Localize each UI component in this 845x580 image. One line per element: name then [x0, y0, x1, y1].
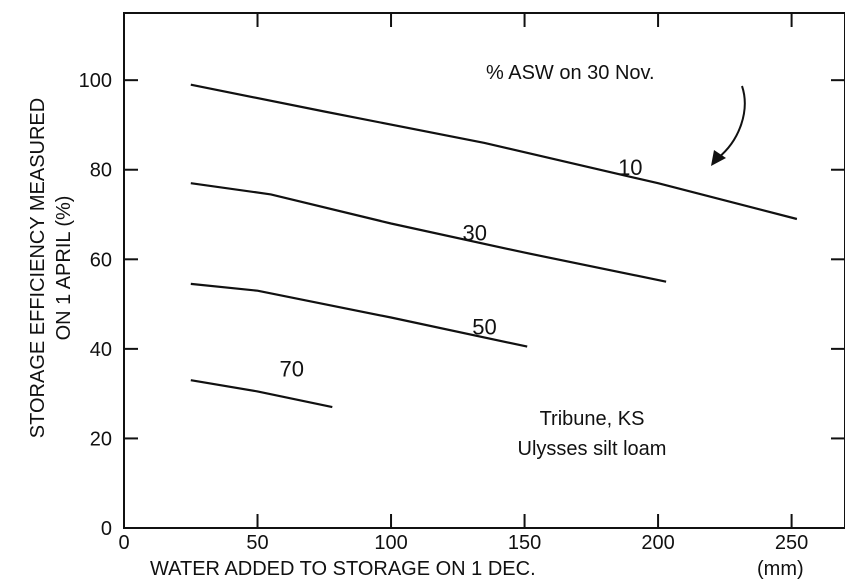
legend-arrowhead — [711, 150, 726, 166]
y-tick-label: 0 — [101, 518, 112, 540]
series-label-30: 30 — [463, 221, 487, 246]
series-lines: 10 30 50 70 — [190, 83, 798, 409]
axis-ticks: 0 50 100 150 200 250 0 20 40 60 80 100 — [79, 13, 845, 554]
series-line-50 — [190, 282, 528, 348]
annotation-location: Tribune, KS — [540, 408, 645, 430]
y-tick-label: 40 — [90, 339, 112, 361]
x-tick-label: 0 — [118, 532, 129, 554]
series-label-10: 10 — [618, 155, 642, 180]
x-tick-label: 250 — [775, 532, 808, 554]
series-line-10 — [190, 83, 798, 221]
y-axis-label-line1: STORAGE EFFICIENCY MEASURED — [27, 98, 49, 438]
y-tick-label: 60 — [90, 249, 112, 271]
x-tick-label: 50 — [246, 532, 268, 554]
plot-frame — [123, 12, 845, 529]
x-tick-label: 100 — [374, 532, 407, 554]
y-axis-label-line2: ON 1 APRIL (%) — [53, 196, 75, 341]
y-tick-label: 100 — [79, 70, 112, 92]
x-axis-unit: (mm) — [757, 558, 804, 580]
x-tick-label: 200 — [641, 532, 674, 554]
x-axis-label: WATER ADDED TO STORAGE ON 1 DEC. — [150, 558, 536, 580]
x-tick-label: 150 — [508, 532, 541, 554]
y-tick-label: 80 — [90, 160, 112, 182]
series-label-50: 50 — [472, 315, 496, 340]
legend-title: % ASW on 30 Nov. — [486, 62, 655, 84]
legend-arrow — [717, 85, 746, 159]
y-tick-label: 20 — [90, 428, 112, 450]
series-label-70: 70 — [280, 356, 304, 381]
series-line-70 — [190, 379, 333, 409]
annotation-soil: Ulysses silt loam — [518, 438, 667, 460]
series-line-30 — [190, 182, 667, 283]
